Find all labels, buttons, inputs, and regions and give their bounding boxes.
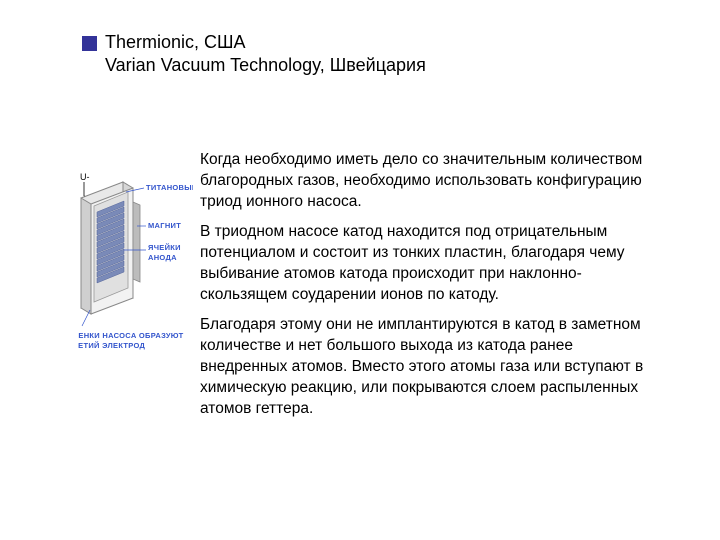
title-bullet <box>82 36 97 51</box>
triode-pump-diagram: U- <box>78 170 188 375</box>
diagram-svg: U- <box>78 170 193 370</box>
u-minus-label: U- <box>80 172 90 182</box>
title-line-1: Thermionic, США <box>105 31 426 54</box>
paragraph-2: В триодном насосе катод находится под от… <box>200 222 660 306</box>
paragraph-1: Когда необходимо иметь дело со значитель… <box>200 150 660 213</box>
title-line-2: Varian Vacuum Technology, Швейцария <box>105 54 426 77</box>
paragraph-3: Благодаря этому они не имплантируются в … <box>200 315 660 420</box>
title-block: Thermionic, США Varian Vacuum Technology… <box>105 31 426 78</box>
cathode-label: ТИТАНОВЫЙ КАТОД <box>146 183 193 192</box>
magnet-label: МАГНИТ <box>148 221 181 230</box>
walls-label-1: СТЕНКИ НАСОСА ОБРАЗУЮТ <box>78 331 184 340</box>
cells-label: ЯЧЕЙКИ <box>148 243 181 252</box>
anode-label: АНОДА <box>148 253 177 262</box>
slide: Thermionic, США Varian Vacuum Technology… <box>0 0 720 540</box>
walls-label-2: ТРЕТИЙ ЭЛЕКТРОД <box>78 341 146 350</box>
